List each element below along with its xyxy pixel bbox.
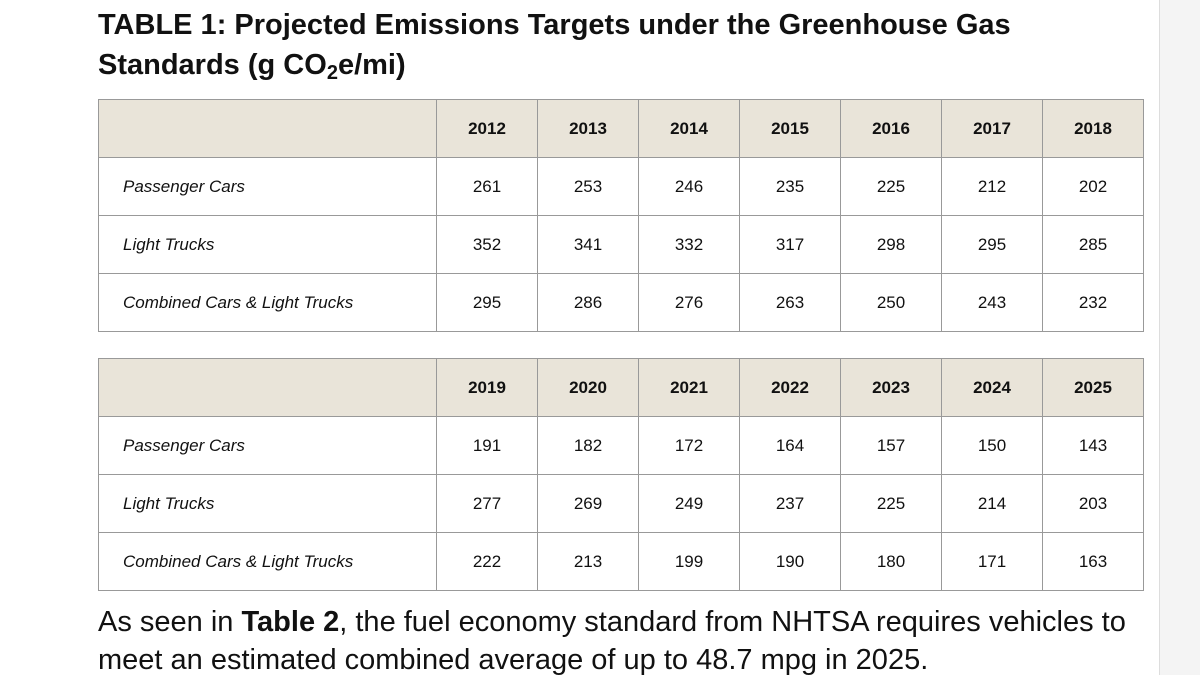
cell-value: 150 bbox=[941, 416, 1043, 475]
cell-value: 286 bbox=[537, 273, 639, 332]
table-row: Passenger Cars 261 253 246 235 225 212 2… bbox=[98, 157, 1144, 216]
row-label: Passenger Cars bbox=[98, 416, 437, 475]
year-header: 2014 bbox=[638, 99, 740, 158]
cell-value: 246 bbox=[638, 157, 740, 216]
title-text: TABLE 1: Projected Emissions Targets und… bbox=[98, 9, 1011, 81]
table-reference-bold: Table 2 bbox=[241, 606, 340, 638]
header-corner-cell bbox=[98, 99, 437, 158]
emissions-table-2012-2018: 2012 2013 2014 2015 2016 2017 2018 Passe… bbox=[98, 99, 1144, 332]
cell-value: 317 bbox=[739, 215, 841, 274]
cell-value: 285 bbox=[1042, 215, 1144, 274]
year-header: 2012 bbox=[436, 99, 538, 158]
cell-value: 250 bbox=[840, 273, 942, 332]
cell-value: 276 bbox=[638, 273, 740, 332]
body-paragraph: As seen in Table 2, the fuel economy sta… bbox=[98, 603, 1158, 679]
cell-value: 180 bbox=[840, 532, 942, 591]
cell-value: 213 bbox=[537, 532, 639, 591]
cell-value: 225 bbox=[840, 474, 942, 533]
header-row: 2019 2020 2021 2022 2023 2024 2025 bbox=[98, 358, 1144, 417]
year-header: 2023 bbox=[840, 358, 942, 417]
cell-value: 199 bbox=[638, 532, 740, 591]
paragraph-text: As seen in bbox=[98, 606, 242, 638]
header-corner-cell bbox=[98, 358, 437, 417]
year-header: 2024 bbox=[941, 358, 1043, 417]
cell-value: 212 bbox=[941, 157, 1043, 216]
cell-value: 298 bbox=[840, 215, 942, 274]
header-row: 2012 2013 2014 2015 2016 2017 2018 bbox=[98, 99, 1144, 158]
table-row: Light Trucks 277 269 249 237 225 214 203 bbox=[98, 474, 1144, 533]
table-title: TABLE 1: Projected Emissions Targets und… bbox=[98, 5, 1138, 85]
cell-value: 352 bbox=[436, 215, 538, 274]
cell-value: 164 bbox=[739, 416, 841, 475]
row-label: Passenger Cars bbox=[98, 157, 437, 216]
table-row: Passenger Cars 191 182 172 164 157 150 1… bbox=[98, 416, 1144, 475]
year-header: 2018 bbox=[1042, 99, 1144, 158]
cell-value: 191 bbox=[436, 416, 538, 475]
cell-value: 269 bbox=[537, 474, 639, 533]
table-row: Combined Cars & Light Trucks 222 213 199… bbox=[98, 532, 1144, 591]
year-header: 2020 bbox=[537, 358, 639, 417]
row-label: Combined Cars & Light Trucks bbox=[98, 273, 437, 332]
cell-value: 214 bbox=[941, 474, 1043, 533]
year-header: 2015 bbox=[739, 99, 841, 158]
row-label: Light Trucks bbox=[98, 474, 437, 533]
cell-value: 222 bbox=[436, 532, 538, 591]
cell-value: 143 bbox=[1042, 416, 1144, 475]
table-row: Light Trucks 352 341 332 317 298 295 285 bbox=[98, 215, 1144, 274]
cell-value: 171 bbox=[941, 532, 1043, 591]
year-header: 2013 bbox=[537, 99, 639, 158]
row-label: Light Trucks bbox=[98, 215, 437, 274]
cell-value: 163 bbox=[1042, 532, 1144, 591]
cell-value: 253 bbox=[537, 157, 639, 216]
cell-value: 202 bbox=[1042, 157, 1144, 216]
cell-value: 277 bbox=[436, 474, 538, 533]
row-label: Combined Cars & Light Trucks bbox=[98, 532, 437, 591]
cell-value: 261 bbox=[436, 157, 538, 216]
cell-value: 157 bbox=[840, 416, 942, 475]
year-header: 2019 bbox=[436, 358, 538, 417]
cell-value: 172 bbox=[638, 416, 740, 475]
cell-value: 249 bbox=[638, 474, 740, 533]
title-subscript: 2 bbox=[326, 62, 338, 84]
cell-value: 263 bbox=[739, 273, 841, 332]
cell-value: 182 bbox=[537, 416, 639, 475]
scrollbar-track[interactable] bbox=[1159, 0, 1200, 675]
year-header: 2025 bbox=[1042, 358, 1144, 417]
emissions-table-2019-2025: 2019 2020 2021 2022 2023 2024 2025 Passe… bbox=[98, 358, 1144, 591]
cell-value: 203 bbox=[1042, 474, 1144, 533]
cell-value: 295 bbox=[436, 273, 538, 332]
cell-value: 225 bbox=[840, 157, 942, 216]
cell-value: 341 bbox=[537, 215, 639, 274]
year-header: 2021 bbox=[638, 358, 740, 417]
paragraph-text: , the fuel economy standard from NHTSA r… bbox=[98, 606, 1126, 676]
document-page: TABLE 1: Projected Emissions Targets und… bbox=[98, 5, 1144, 676]
cell-value: 332 bbox=[638, 215, 740, 274]
cell-value: 235 bbox=[739, 157, 841, 216]
year-header: 2022 bbox=[739, 358, 841, 417]
cell-value: 232 bbox=[1042, 273, 1144, 332]
cell-value: 237 bbox=[739, 474, 841, 533]
cell-value: 295 bbox=[941, 215, 1043, 274]
table-row: Combined Cars & Light Trucks 295 286 276… bbox=[98, 273, 1144, 332]
year-header: 2016 bbox=[840, 99, 942, 158]
cell-value: 243 bbox=[941, 273, 1043, 332]
title-tail: e/mi) bbox=[337, 49, 406, 81]
cell-value: 190 bbox=[739, 532, 841, 591]
year-header: 2017 bbox=[941, 99, 1043, 158]
